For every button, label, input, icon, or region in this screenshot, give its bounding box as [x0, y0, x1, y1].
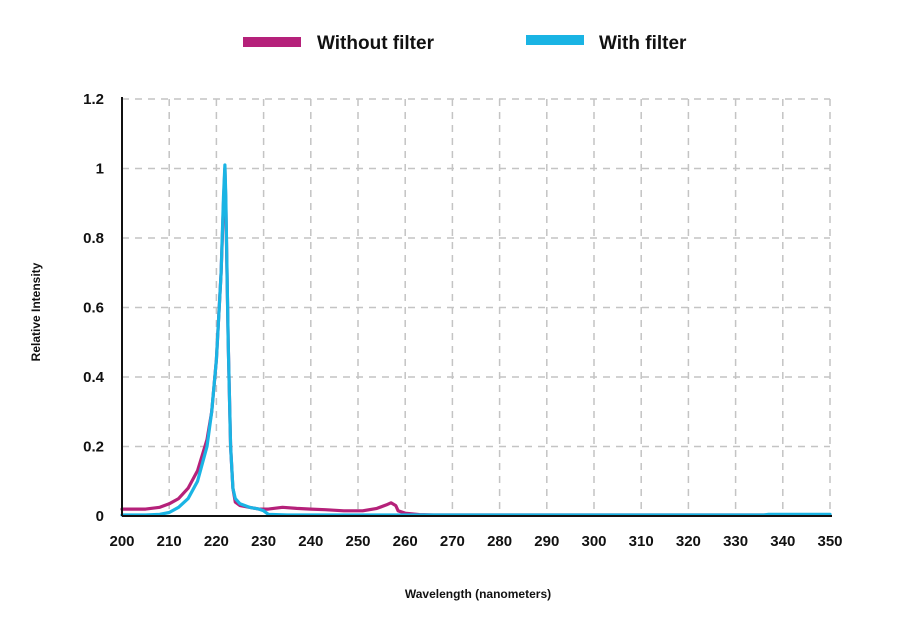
x-tick-label-200: 200: [109, 533, 134, 550]
x-tick-label-210: 210: [157, 533, 182, 550]
x-tick-label-350: 350: [817, 533, 842, 550]
x-tick-label-240: 240: [298, 533, 323, 550]
y-tick-label-1.2: 1.2: [83, 91, 104, 108]
legend-swatch-with-filter: [526, 35, 584, 45]
x-tick-label-250: 250: [345, 533, 370, 550]
x-tick-label-260: 260: [393, 533, 418, 550]
legend-label-without-filter: Without filter: [317, 33, 435, 54]
x-tick-label-300: 300: [581, 533, 606, 550]
x-tick-label-230: 230: [251, 533, 276, 550]
y-tick-label-1: 1: [96, 161, 104, 178]
y-tick-label-0.2: 0.2: [83, 439, 104, 456]
tick-labels: 200 210 220 230 240 250 260 270 280 290 300 310 320 3…: [83, 91, 842, 550]
legend-label-with-filter: With filter: [599, 33, 687, 54]
x-tick-label-220: 220: [204, 533, 229, 550]
x-tick-label-290: 290: [534, 533, 559, 550]
x-tick-label-320: 320: [676, 533, 701, 550]
x-tick-label-280: 280: [487, 533, 512, 550]
y-tick-label-0.8: 0.8: [83, 230, 104, 247]
axes: [121, 97, 832, 517]
legend: Without filter With filter: [243, 33, 687, 54]
y-axis-title: Relative Intensity: [29, 262, 43, 361]
x-axis-title: Wavelength (nanometers): [405, 587, 551, 601]
series-layer: [120, 163, 832, 517]
grid: [122, 98, 831, 516]
legend-swatch-without-filter: [243, 37, 301, 47]
series-line-1: [120, 163, 832, 517]
x-tick-label-270: 270: [440, 533, 465, 550]
x-tick-label-330: 330: [723, 533, 748, 550]
y-tick-label-0.6: 0.6: [83, 300, 104, 317]
x-tick-label-340: 340: [770, 533, 795, 550]
x-tick-label-310: 310: [629, 533, 654, 550]
y-tick-label-0: 0: [96, 508, 104, 525]
y-tick-label-0.4: 0.4: [83, 369, 105, 386]
